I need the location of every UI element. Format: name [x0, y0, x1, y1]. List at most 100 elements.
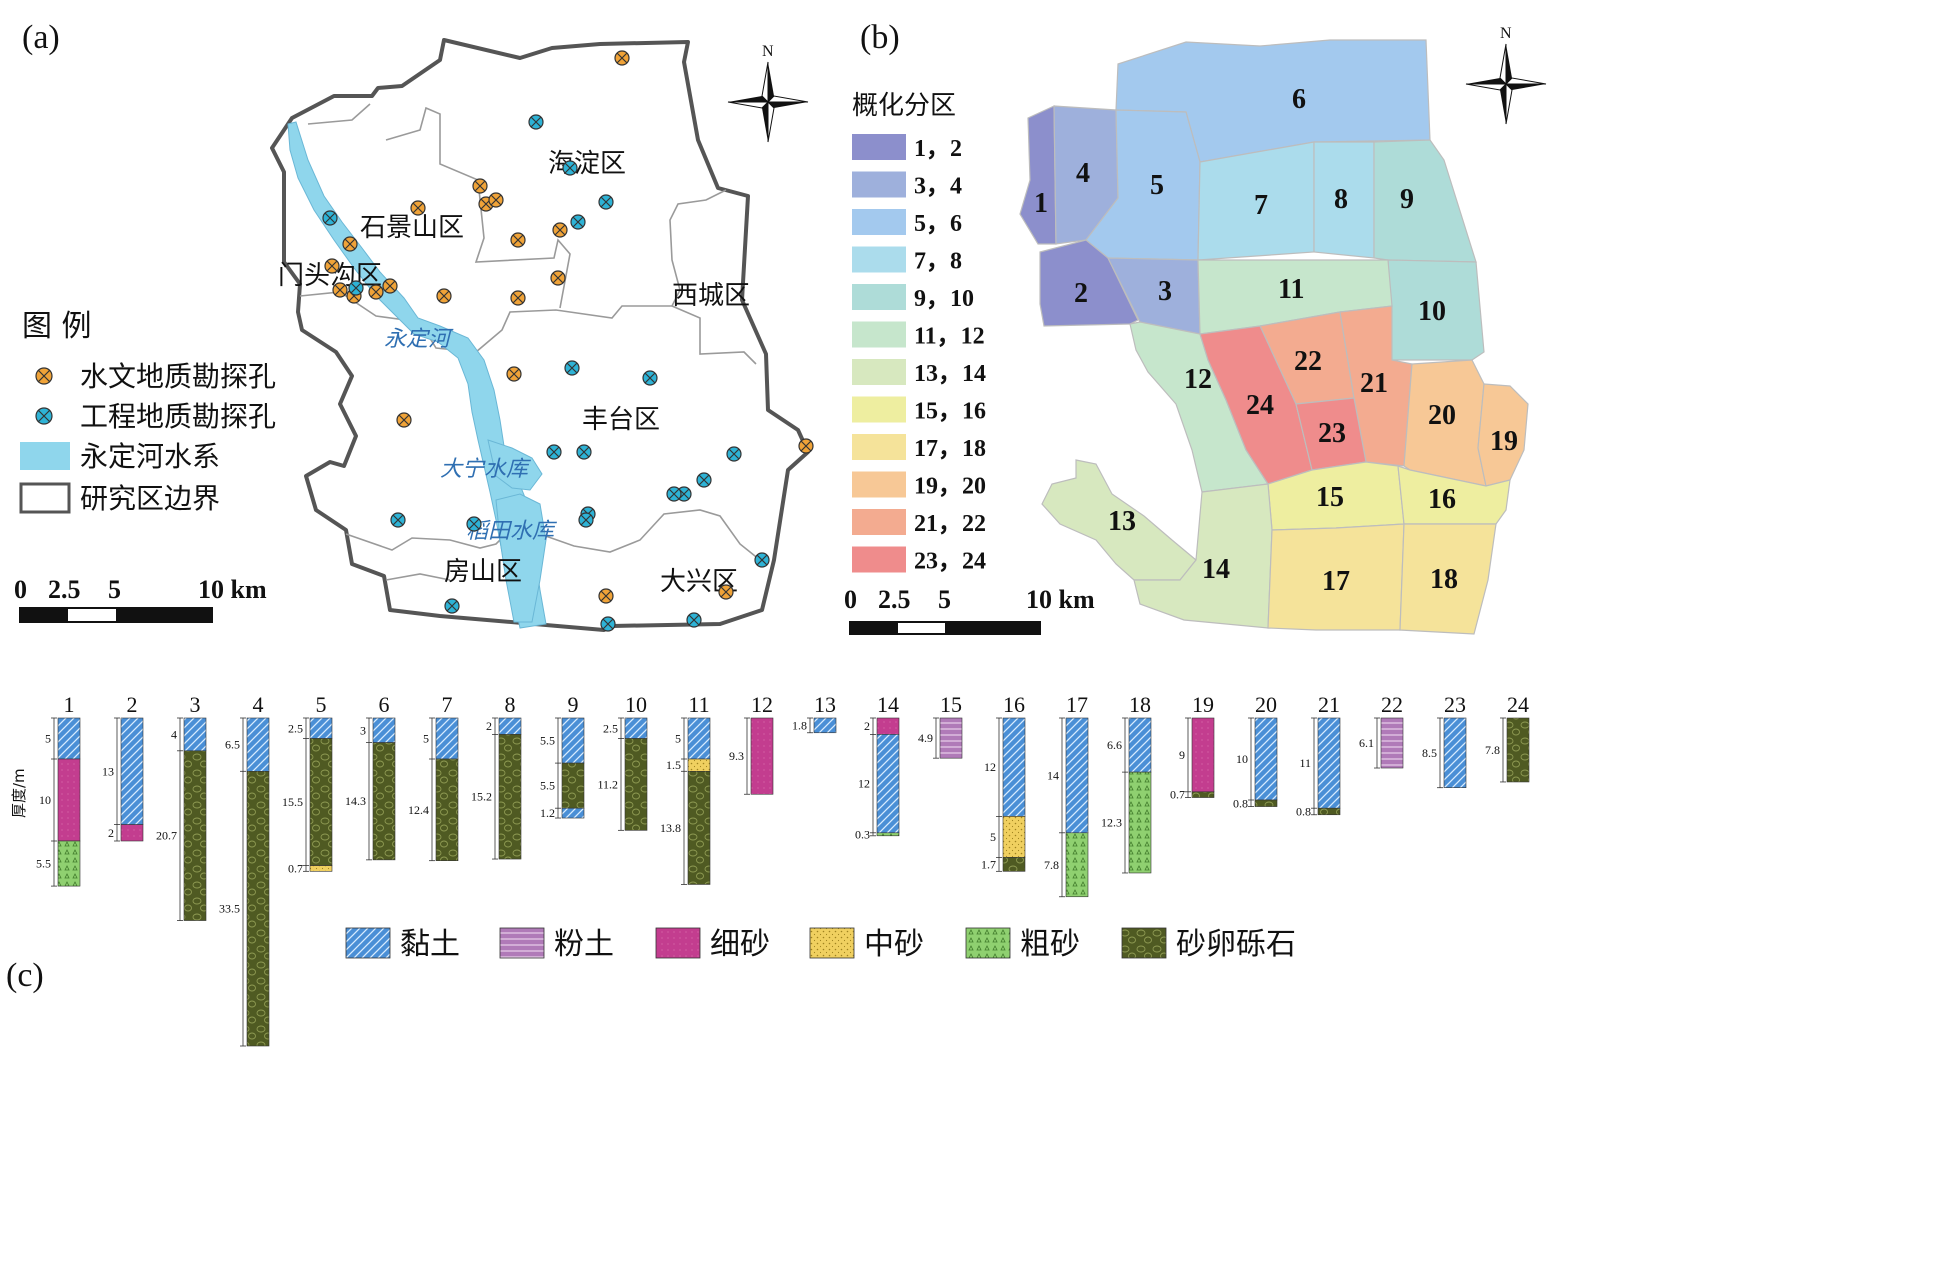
zone-label-15: 15 — [1316, 482, 1344, 513]
legend-b-item: 11，12 — [852, 321, 985, 350]
column-zone-23: 238.5 — [1422, 692, 1467, 789]
study-area-boundary — [270, 38, 810, 632]
column-zone-3: 34 20.7 — [156, 692, 207, 921]
hydro-borehole — [382, 278, 398, 294]
layer-clay — [1317, 717, 1341, 809]
engineering-borehole — [598, 194, 614, 210]
engineering-borehole — [564, 360, 580, 376]
layer-clay — [120, 717, 144, 825]
map-b: 1 2 3 4 5 6 7 8 9 10 11 12 13 14 15 16 1… — [844, 25, 1547, 635]
zone-label-9: 9 — [1400, 184, 1414, 215]
lith-swatch — [655, 927, 701, 959]
column-zone-2: 2 13 2 — [102, 692, 144, 842]
zone-label-16: 16 — [1428, 484, 1456, 515]
zone-label-1: 1 — [1034, 188, 1048, 219]
zone-label-23: 23 — [1318, 418, 1346, 449]
layer-clay — [435, 717, 459, 760]
layer-thickness-label: 5.5 — [540, 734, 555, 748]
zone-label-20: 20 — [1428, 400, 1456, 431]
layer-clay — [561, 717, 585, 764]
lith-swatch — [1121, 927, 1167, 959]
layer-gravel — [1317, 807, 1341, 816]
engineering-borehole — [322, 210, 338, 226]
column-zone-11: 11 5 1.5 13.8 — [660, 692, 711, 885]
layer-gravel — [624, 738, 648, 831]
lith-label: 中砂 — [864, 927, 924, 962]
legend-a-label-boundary: 研究区边界 — [80, 482, 220, 515]
layer-thickness-label: 2.5 — [288, 721, 303, 735]
column-zone-16: 16 12 5 1.7 — [981, 692, 1026, 872]
column-header: 6 — [379, 692, 390, 717]
north-arrow-b: N — [1465, 25, 1547, 125]
lith-legend-medium_sand: 中砂 — [809, 927, 924, 962]
column-zone-18: 18 6.6 12.3 — [1101, 692, 1152, 874]
legend-b-swatch — [852, 321, 906, 348]
water-label-dagning: 大宁水库 — [440, 457, 532, 482]
layer-clay — [372, 717, 396, 743]
layer-gravel — [498, 734, 522, 860]
column-zone-7: 7 5 12.4 — [408, 692, 459, 862]
engineering-borehole — [570, 214, 586, 230]
hydro-borehole — [550, 270, 566, 286]
legend-b-swatch — [852, 471, 906, 498]
legend-a-label-engineering: 工程地质勘探孔 — [80, 400, 276, 433]
legend-a-label-hydro: 水文地质勘探孔 — [80, 360, 276, 393]
column-header: 17 — [1066, 692, 1088, 717]
layer-thickness-label: 12.3 — [1101, 816, 1122, 830]
lith-label: 粉土 — [554, 927, 614, 962]
legend-b-item: 17，18 — [852, 434, 986, 462]
hydro-borehole — [488, 192, 504, 208]
layer-thickness-label: 5.5 — [540, 779, 555, 793]
layer-thickness-label: 6.1 — [1359, 736, 1374, 750]
column-header: 14 — [877, 692, 899, 717]
layer-thickness-label: 15.5 — [282, 795, 303, 809]
column-zone-1: 1 5 10 5.5 — [36, 692, 81, 887]
layer-gravel — [309, 738, 333, 866]
legend-b-swatch — [852, 246, 906, 273]
scale-b-tick-1: 2.5 — [878, 585, 911, 614]
column-header: 7 — [442, 692, 453, 717]
layer-coarse_sand — [57, 840, 81, 887]
lith-legend-fine_sand: 细砂 — [655, 927, 770, 962]
hydro-borehole — [332, 282, 348, 298]
scale-b-tick-0: 0 — [844, 585, 857, 614]
column-header: 16 — [1003, 692, 1025, 717]
engineering-borehole — [686, 612, 702, 628]
column-header: 9 — [568, 692, 579, 717]
layer-thickness-label: 5 — [45, 732, 51, 746]
hydro-borehole — [718, 584, 734, 600]
engineering-borehole — [726, 446, 742, 462]
layer-clay — [183, 717, 207, 752]
layer-thickness-label: 1.7 — [981, 857, 996, 871]
north-label-a: N — [762, 43, 774, 60]
layer-clay — [1443, 717, 1467, 788]
layer-thickness-label: 11.2 — [597, 777, 618, 791]
hydro-borehole — [368, 284, 384, 300]
legend-b-label: 3，4 — [914, 174, 962, 200]
legend-b-item: 13，14 — [852, 359, 986, 387]
column-header: 2 — [127, 692, 138, 717]
column-header: 20 — [1255, 692, 1277, 717]
lith-label: 砂卵砾石 — [1176, 927, 1296, 962]
layer-thickness-label: 6.5 — [225, 738, 240, 752]
zone-1 — [1019, 105, 1057, 245]
layer-thickness-label: 2 — [486, 719, 492, 733]
legend-b-label: 21，22 — [914, 511, 986, 537]
engineering-borehole — [562, 160, 578, 176]
legend-b-item: 15，16 — [852, 396, 986, 425]
zone-label-8: 8 — [1334, 184, 1348, 215]
layer-gravel — [372, 742, 396, 861]
legend-b-label: 11，12 — [914, 324, 985, 350]
layer-thickness-label: 6.6 — [1107, 738, 1122, 752]
lith-label: 粗砂 — [1020, 927, 1080, 962]
zone-label-24: 24 — [1246, 390, 1274, 421]
legend-b-label: 1，2 — [914, 136, 962, 162]
column-header: 13 — [814, 692, 836, 717]
legend-b-label: 5，6 — [914, 211, 962, 237]
column-zone-10: 10 2.5 11.2 — [597, 692, 648, 831]
column-header: 1 — [64, 692, 75, 717]
legend-b-label: 15，16 — [914, 399, 986, 425]
layer-gravel — [561, 762, 585, 809]
legend-b-swatch — [852, 546, 906, 573]
